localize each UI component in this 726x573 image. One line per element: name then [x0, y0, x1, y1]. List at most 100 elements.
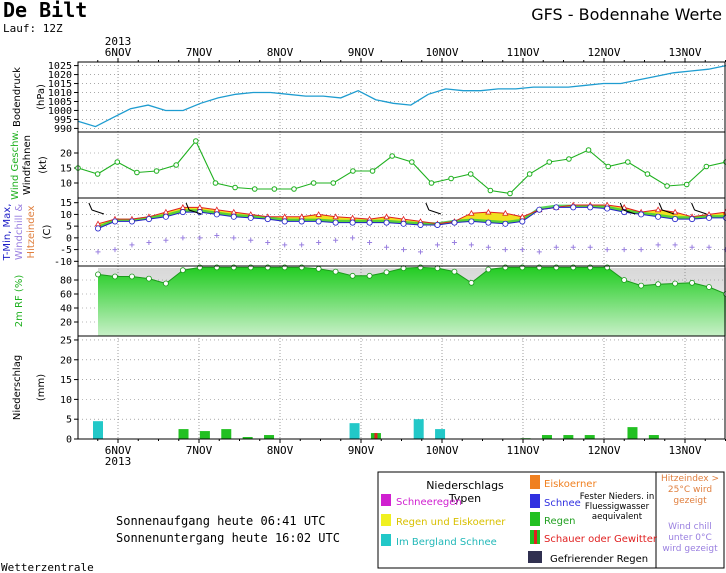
- rh-point: [95, 271, 101, 278]
- tmin-point: [434, 221, 441, 228]
- precip-tick-label: 20: [60, 355, 72, 366]
- wind-line: [77, 139, 726, 195]
- windchill-point: [689, 244, 695, 250]
- windchill-point: [367, 240, 373, 246]
- wind-ylabel: Wind Geschw.: [10, 130, 21, 200]
- wind-point: [566, 156, 572, 162]
- legend-schnee: Schnee: [544, 498, 581, 509]
- wind-point: [291, 186, 297, 192]
- panel-frame-precip: [77, 335, 726, 440]
- tmax-point: [383, 213, 390, 220]
- windchill-point: [180, 235, 186, 241]
- legend-schauer: Schauer oder Gewitter: [544, 534, 658, 545]
- rh-point: [112, 273, 118, 280]
- rh-point: [706, 284, 712, 290]
- windchill-point: [231, 235, 237, 241]
- pressure-tick-label: 995: [54, 115, 72, 126]
- date-label-bottom: 7NOV: [186, 444, 213, 457]
- tmin-point: [366, 219, 373, 226]
- swatch-bergland: [381, 534, 391, 546]
- temp-band-low: [98, 204, 726, 229]
- windchill-point: [502, 247, 508, 253]
- tmin-point: [638, 211, 645, 218]
- date-label-bottom: 11NOV: [506, 444, 539, 457]
- legend-fester: Fester Nieders. in Fluessigwasser aequiv…: [579, 492, 655, 522]
- precip-bar: [435, 429, 446, 439]
- windchill-point: [384, 244, 390, 250]
- wind-point: [134, 169, 140, 176]
- tmin-point: [162, 213, 169, 220]
- temp-tick-label: -10: [54, 257, 72, 268]
- precip-ylabel: Niederschlag: [12, 355, 23, 420]
- temp-tick-label: 5: [66, 222, 72, 233]
- wind-point: [369, 168, 376, 174]
- rh-point: [383, 269, 390, 276]
- run-label: Lauf: 12Z: [3, 22, 63, 35]
- windchill-point: [451, 240, 457, 246]
- tmax-point: [671, 208, 679, 215]
- tmin-point: [468, 218, 475, 225]
- windchill-point: [316, 240, 322, 246]
- tmax-point: [332, 213, 339, 220]
- wind-point: [173, 162, 179, 168]
- rh-tick-label: 60: [60, 290, 72, 301]
- pressure-tick-label: 990: [54, 124, 72, 135]
- wind-point: [212, 180, 219, 186]
- tmin-point: [400, 220, 407, 227]
- precip-bar: [627, 427, 638, 439]
- tmin-point: [451, 219, 458, 226]
- windchill-point: [485, 244, 491, 250]
- hitzeindex-note: Hitzeindex > 25°C wird gezeigt: [660, 474, 720, 506]
- tmax-point: [654, 206, 662, 213]
- wind-barb: [88, 202, 105, 215]
- legend-bergland: Im Bergland Schnee: [396, 537, 497, 548]
- windchill-point: [197, 235, 203, 241]
- swatch-gefrierend: [528, 551, 542, 563]
- windchill-point: [604, 247, 610, 253]
- temp-tick-label: 0: [66, 233, 72, 244]
- date-label-bottom: 8NOV: [267, 444, 294, 457]
- precip-bar: [541, 435, 552, 439]
- precip-tick-label: 25: [60, 335, 72, 346]
- rh-point: [366, 272, 373, 279]
- wind-point: [330, 180, 337, 186]
- tmin-point: [264, 216, 271, 223]
- rh-tick-label: 40: [60, 304, 72, 315]
- temp-ylabel-3: Hitzeindex: [26, 205, 37, 258]
- panel-frame-pressure: [77, 61, 726, 133]
- windchill-point: [248, 237, 254, 243]
- rh-point: [468, 279, 475, 286]
- legend: Niederschlags Typen Schneeregen Regen un…: [377, 471, 725, 569]
- precip-bar: [584, 435, 595, 439]
- tmax-line: [97, 204, 726, 225]
- date-label-top: 7NOV: [186, 46, 213, 59]
- wind-point: [526, 171, 533, 177]
- rh-point: [179, 267, 186, 274]
- pressure-tick-label: 1025: [48, 61, 72, 72]
- date-label-top: 10NOV: [425, 46, 458, 59]
- legend-title-2: Typen: [448, 492, 481, 505]
- tmin-point: [706, 214, 713, 221]
- precip-tick-label: 10: [60, 395, 72, 406]
- tmax-point: [315, 211, 322, 217]
- tmin-point: [383, 219, 390, 226]
- wind-tick-label: 15: [60, 164, 72, 175]
- rh-point: [672, 280, 678, 287]
- rh-point: [485, 266, 492, 273]
- wind-barb: [691, 202, 707, 215]
- tmin-point: [281, 218, 288, 225]
- windchill-point: [299, 242, 305, 248]
- swatch-regen-eiskoerner: [381, 514, 391, 526]
- tmin-point: [689, 216, 696, 223]
- windchill-point: [570, 244, 576, 250]
- tmin-point: [315, 218, 322, 225]
- date-label-top: 11NOV: [506, 46, 539, 59]
- precip-tick-label: 5: [66, 415, 72, 426]
- wind-point: [467, 171, 474, 177]
- wind-point: [350, 168, 356, 174]
- tmin-point: [95, 225, 102, 232]
- windchill-point: [417, 249, 423, 255]
- rh-point: [146, 275, 152, 282]
- rh-point: [621, 277, 628, 283]
